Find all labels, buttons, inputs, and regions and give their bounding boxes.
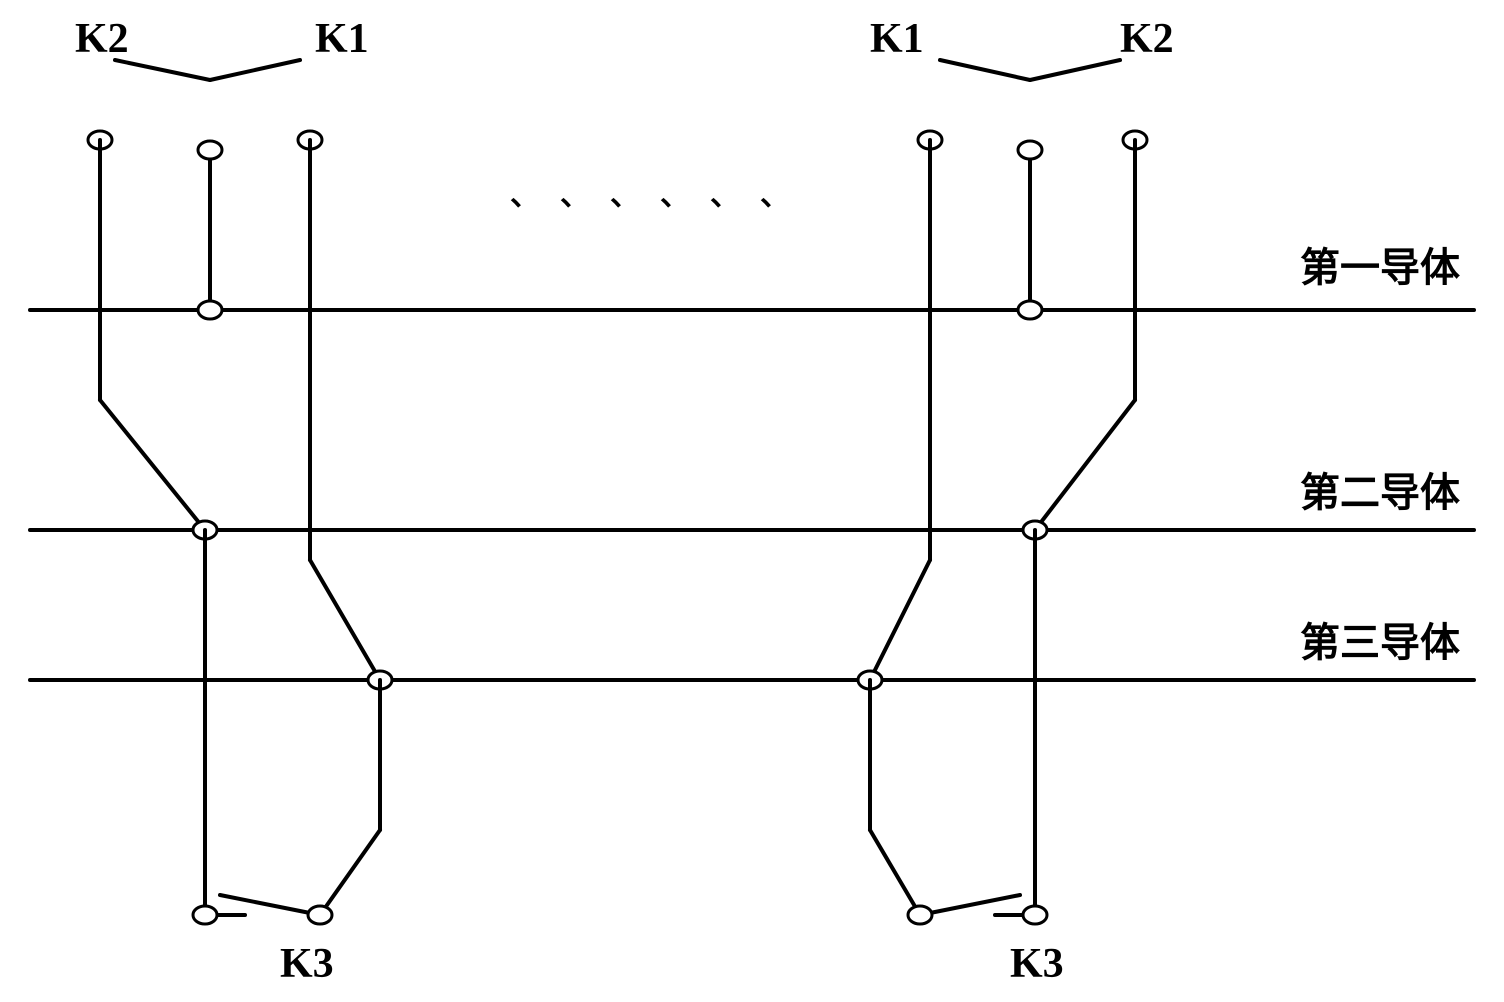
ellipsis-mark: 、 bbox=[510, 170, 540, 214]
ellipsis-mark: 、 bbox=[710, 170, 740, 214]
ellipsis-mark: 、 bbox=[760, 170, 790, 214]
label-conductor-2: 第二导体 bbox=[1300, 460, 1460, 518]
label-k2-right: K2 bbox=[1120, 15, 1174, 63]
label-k1-right: K1 bbox=[870, 15, 924, 63]
ellipsis-mark: 、 bbox=[660, 170, 690, 214]
ellipsis-mark: 、 bbox=[610, 170, 640, 214]
circuit-diagram bbox=[0, 0, 1504, 1002]
ellipsis-mark: 、 bbox=[560, 170, 590, 214]
label-k2-left: K2 bbox=[75, 15, 129, 63]
label-k1-left: K1 bbox=[315, 15, 369, 63]
label-conductor-1: 第一导体 bbox=[1300, 235, 1460, 293]
label-k3-right: K3 bbox=[1010, 940, 1064, 988]
label-k3-left: K3 bbox=[280, 940, 334, 988]
label-conductor-3: 第三导体 bbox=[1300, 610, 1460, 668]
